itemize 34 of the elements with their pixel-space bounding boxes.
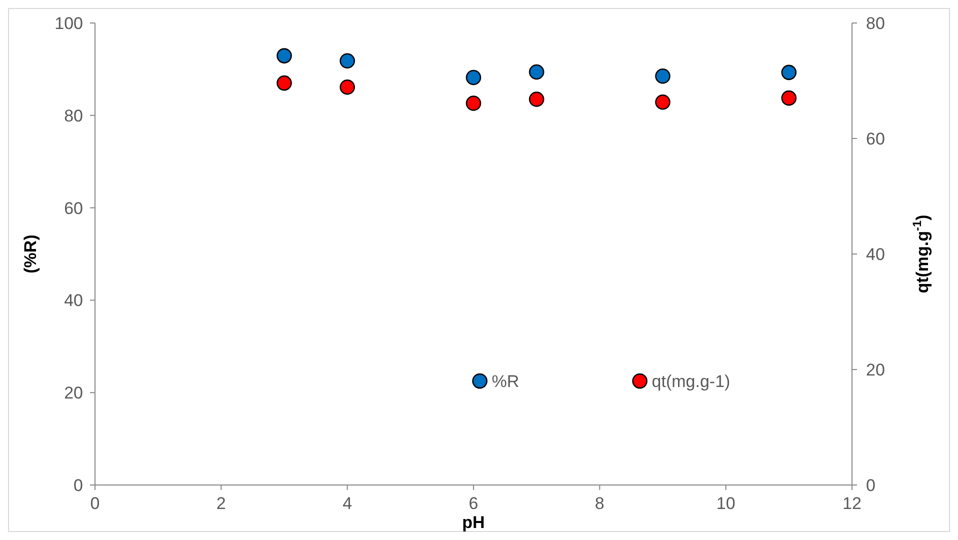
point	[528, 92, 544, 107]
y-tick-label: 40	[64, 291, 83, 310]
point	[781, 90, 797, 106]
point	[528, 64, 544, 80]
point	[466, 70, 482, 86]
x-tick-label: 12	[842, 494, 862, 513]
legend-label: qt(mg.g-1)	[652, 372, 730, 391]
point	[655, 94, 670, 110]
point	[655, 68, 670, 84]
y-tick-label: 80	[64, 106, 83, 126]
y2-tick-label: 0	[866, 476, 876, 495]
point	[276, 75, 292, 91]
x-axis-title: pH	[462, 513, 485, 532]
legend-label: %R	[492, 372, 520, 391]
y2-tick-label: 20	[866, 360, 885, 380]
y-tick-label: 0	[74, 476, 83, 495]
point	[340, 53, 355, 69]
y-tick-label: 60	[64, 198, 83, 218]
point	[340, 79, 355, 95]
y2-tick-label: 40	[866, 244, 885, 264]
x-tick-label: 10	[716, 494, 736, 513]
y-tick-label: 20	[64, 384, 83, 403]
y-axis-title: (%R)	[21, 234, 40, 274]
y-tick-label: 100	[54, 14, 83, 33]
x-tick-label: 8	[594, 494, 604, 513]
point	[466, 96, 482, 111]
x-tick-label: 0	[90, 494, 100, 513]
x-tick-label: 6	[468, 494, 478, 513]
x-tick-label: 4	[342, 494, 352, 513]
y2-tick-label: 60	[866, 129, 885, 148]
point	[781, 64, 797, 80]
point	[276, 48, 292, 64]
x-tick-label: 2	[216, 494, 226, 513]
y2-tick-label: 80	[866, 14, 885, 33]
